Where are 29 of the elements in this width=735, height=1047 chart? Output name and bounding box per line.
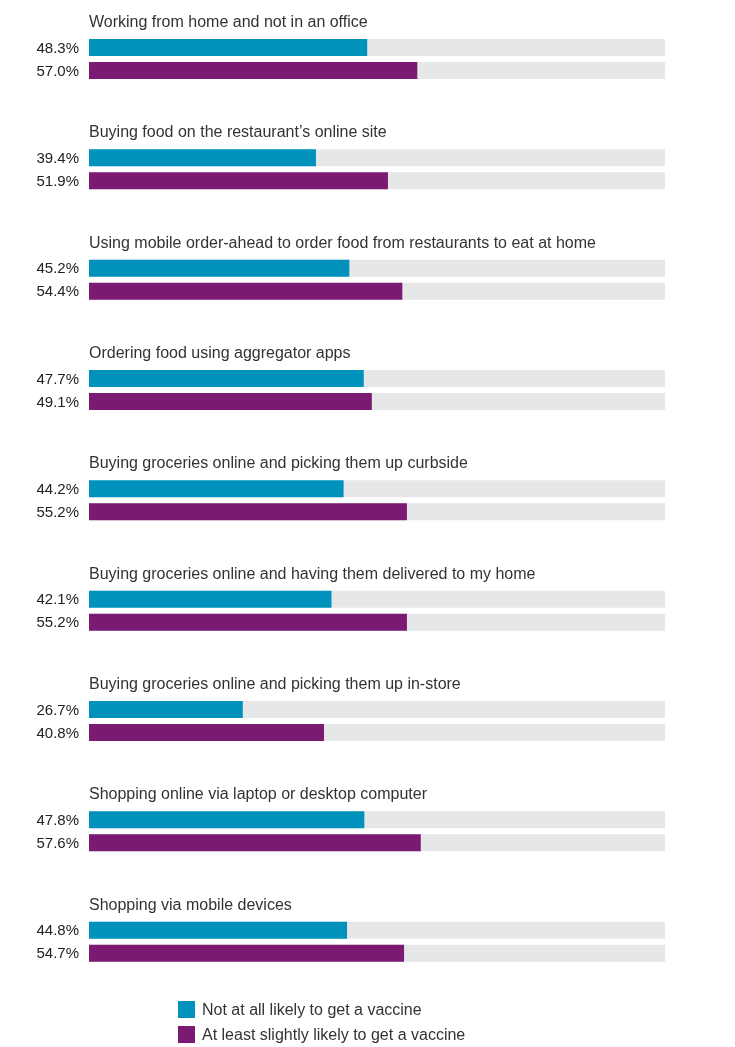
data-label: 39.4% bbox=[36, 148, 79, 166]
y-tick-label: Working from home and not in an office bbox=[89, 13, 368, 30]
legend-label: At least slightly likely to get a vaccine bbox=[202, 1025, 466, 1044]
data-label: 57.0% bbox=[36, 61, 79, 79]
legend-label: Not at all likely to get a vaccine bbox=[202, 1000, 422, 1019]
data-label: 51.9% bbox=[36, 171, 79, 189]
data-label: 45.2% bbox=[36, 259, 79, 277]
data-label: 48.3% bbox=[36, 38, 79, 56]
data-label: 57.6% bbox=[36, 833, 79, 851]
y-tick-label: Buying groceries online and picking them up curbside bbox=[89, 454, 468, 472]
data-label: 49.1% bbox=[36, 392, 79, 410]
data-label: 44.8% bbox=[36, 921, 79, 939]
data-label: 54.7% bbox=[36, 944, 79, 962]
data-label: 47.7% bbox=[36, 369, 79, 387]
data-label: 47.8% bbox=[36, 810, 79, 828]
data-label: 55.2% bbox=[36, 613, 79, 631]
data-label: 40.8% bbox=[36, 723, 79, 741]
y-tick-label: Shopping online via laptop or desktop computer bbox=[89, 785, 428, 803]
y-tick-label: Shopping via mobile devices bbox=[89, 895, 292, 913]
data-label: 26.7% bbox=[36, 700, 79, 718]
y-tick-label: Buying food on the restaurant’s online site bbox=[89, 123, 387, 141]
y-tick-label: Ordering food using aggregator apps bbox=[89, 344, 351, 361]
y-tick-label: Using mobile order-ahead to order food from restaurants to eat at home bbox=[89, 233, 597, 251]
data-label: 55.2% bbox=[36, 502, 79, 520]
data-label: 42.1% bbox=[36, 590, 79, 608]
y-tick-label: Buying groceries online and picking them up in-store bbox=[89, 675, 461, 692]
data-label: 54.4% bbox=[36, 282, 79, 300]
y-tick-label: Buying groceries online and having them delivered to my home bbox=[89, 564, 536, 582]
data-label: 44.2% bbox=[36, 479, 79, 497]
